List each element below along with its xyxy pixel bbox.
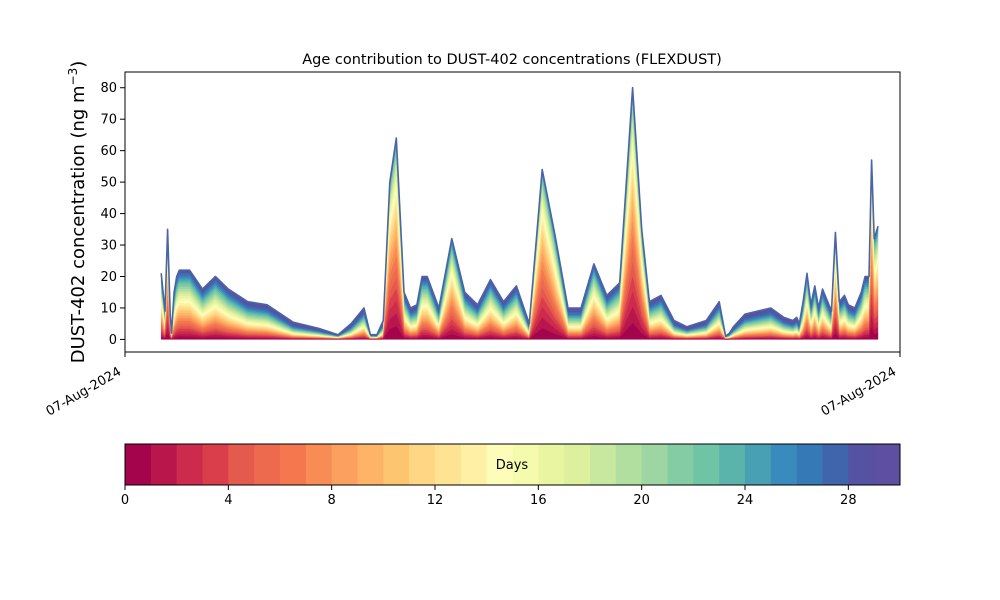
colorbar-tick-label: 8 — [328, 493, 336, 508]
colorbar-tick-label: 0 — [121, 493, 129, 508]
colorbar-swatch-2 — [176, 444, 203, 485]
colorbar-swatch-10 — [383, 444, 410, 485]
colorbar-swatch-20 — [641, 444, 668, 485]
colorbar-swatch-8 — [331, 444, 358, 485]
y-tick-label: 30 — [100, 239, 117, 254]
y-tick-label: 0 — [109, 333, 117, 348]
y-axis-label: DUST-402 concentration (ng m−3) — [66, 61, 89, 364]
plot-frame — [124, 71, 901, 353]
colorbar-swatch-25 — [770, 444, 798, 485]
chart-title: Age contribution to DUST-402 concentrati… — [302, 52, 722, 68]
colorbar-tick-label: 24 — [737, 493, 754, 508]
colorbar-swatch-18 — [590, 444, 617, 485]
colorbar-swatch-13 — [460, 444, 488, 485]
colorbar-swatch-21 — [667, 444, 694, 485]
colorbar-swatch-17 — [564, 444, 591, 485]
colorbar-tick-label: 28 — [840, 493, 857, 508]
colorbar-swatch-19 — [615, 444, 643, 485]
y-axis-label-close: ) — [68, 61, 89, 68]
colorbar-swatch-22 — [693, 444, 720, 485]
colorbar-swatch-6 — [280, 444, 307, 485]
colorbar-swatch-1 — [150, 444, 178, 485]
colorbar-tick-label: 16 — [530, 493, 547, 508]
colorbar-swatch-27 — [822, 444, 849, 485]
age-band-26 — [160, 90, 879, 338]
age-band-27 — [160, 88, 879, 338]
colorbar-swatch-14 — [486, 444, 513, 485]
y-tick-label: 70 — [100, 113, 117, 128]
y-axis-label-sup: −3 — [66, 68, 80, 86]
colorbar-swatch-15 — [512, 444, 539, 485]
colorbar-swatches — [125, 444, 901, 485]
colorbar-swatch-7 — [305, 444, 333, 485]
colorbar-tick-label: 12 — [427, 493, 444, 508]
colorbar-swatch-11 — [409, 444, 436, 485]
x-axis: 07-Aug-2024 07-Aug-2024 — [44, 352, 901, 420]
age-contribution-areas — [160, 86, 879, 340]
colorbar-swatch-5 — [254, 444, 281, 485]
colorbar-swatch-29 — [874, 444, 901, 485]
colorbar-swatch-16 — [538, 444, 565, 485]
x-tick-label-end: 07-Aug-2024 — [819, 364, 899, 419]
colorbar-swatch-28 — [848, 444, 875, 485]
colorbar-swatch-26 — [796, 444, 823, 485]
colorbar-label: Days — [496, 458, 529, 473]
colorbar-swatch-23 — [719, 444, 746, 485]
y-axis-label-main: DUST-402 concentration (ng m — [68, 85, 89, 363]
y-tick-label: 80 — [100, 81, 117, 96]
y-tick-label: 60 — [100, 144, 117, 159]
age-band-0 — [160, 322, 879, 340]
colorbar-tick-label: 20 — [633, 493, 650, 508]
x-tick-label-start: 07-Aug-2024 — [44, 364, 124, 419]
colorbar-frame — [124, 443, 901, 486]
y-tick-label: 40 — [100, 207, 117, 222]
colorbar-swatch-3 — [202, 444, 229, 485]
y-axis: 0 10 20 30 40 50 60 70 80 — [100, 81, 125, 348]
colorbar-swatch-0 — [125, 444, 152, 485]
colorbar-tick-label: 4 — [224, 493, 232, 508]
y-tick-label: 50 — [100, 176, 117, 191]
colorbar-swatch-24 — [745, 444, 772, 485]
colorbar: Days 0 4 8 12 16 20 24 28 — [121, 443, 901, 508]
colorbar-swatch-12 — [435, 444, 462, 485]
colorbar-ticks: 0 4 8 12 16 20 24 28 — [121, 485, 857, 508]
y-tick-label: 10 — [100, 301, 117, 316]
colorbar-swatch-9 — [357, 444, 384, 485]
colorbar-swatch-4 — [228, 444, 255, 485]
total-line — [160, 86, 879, 338]
y-tick-label: 20 — [100, 270, 117, 285]
